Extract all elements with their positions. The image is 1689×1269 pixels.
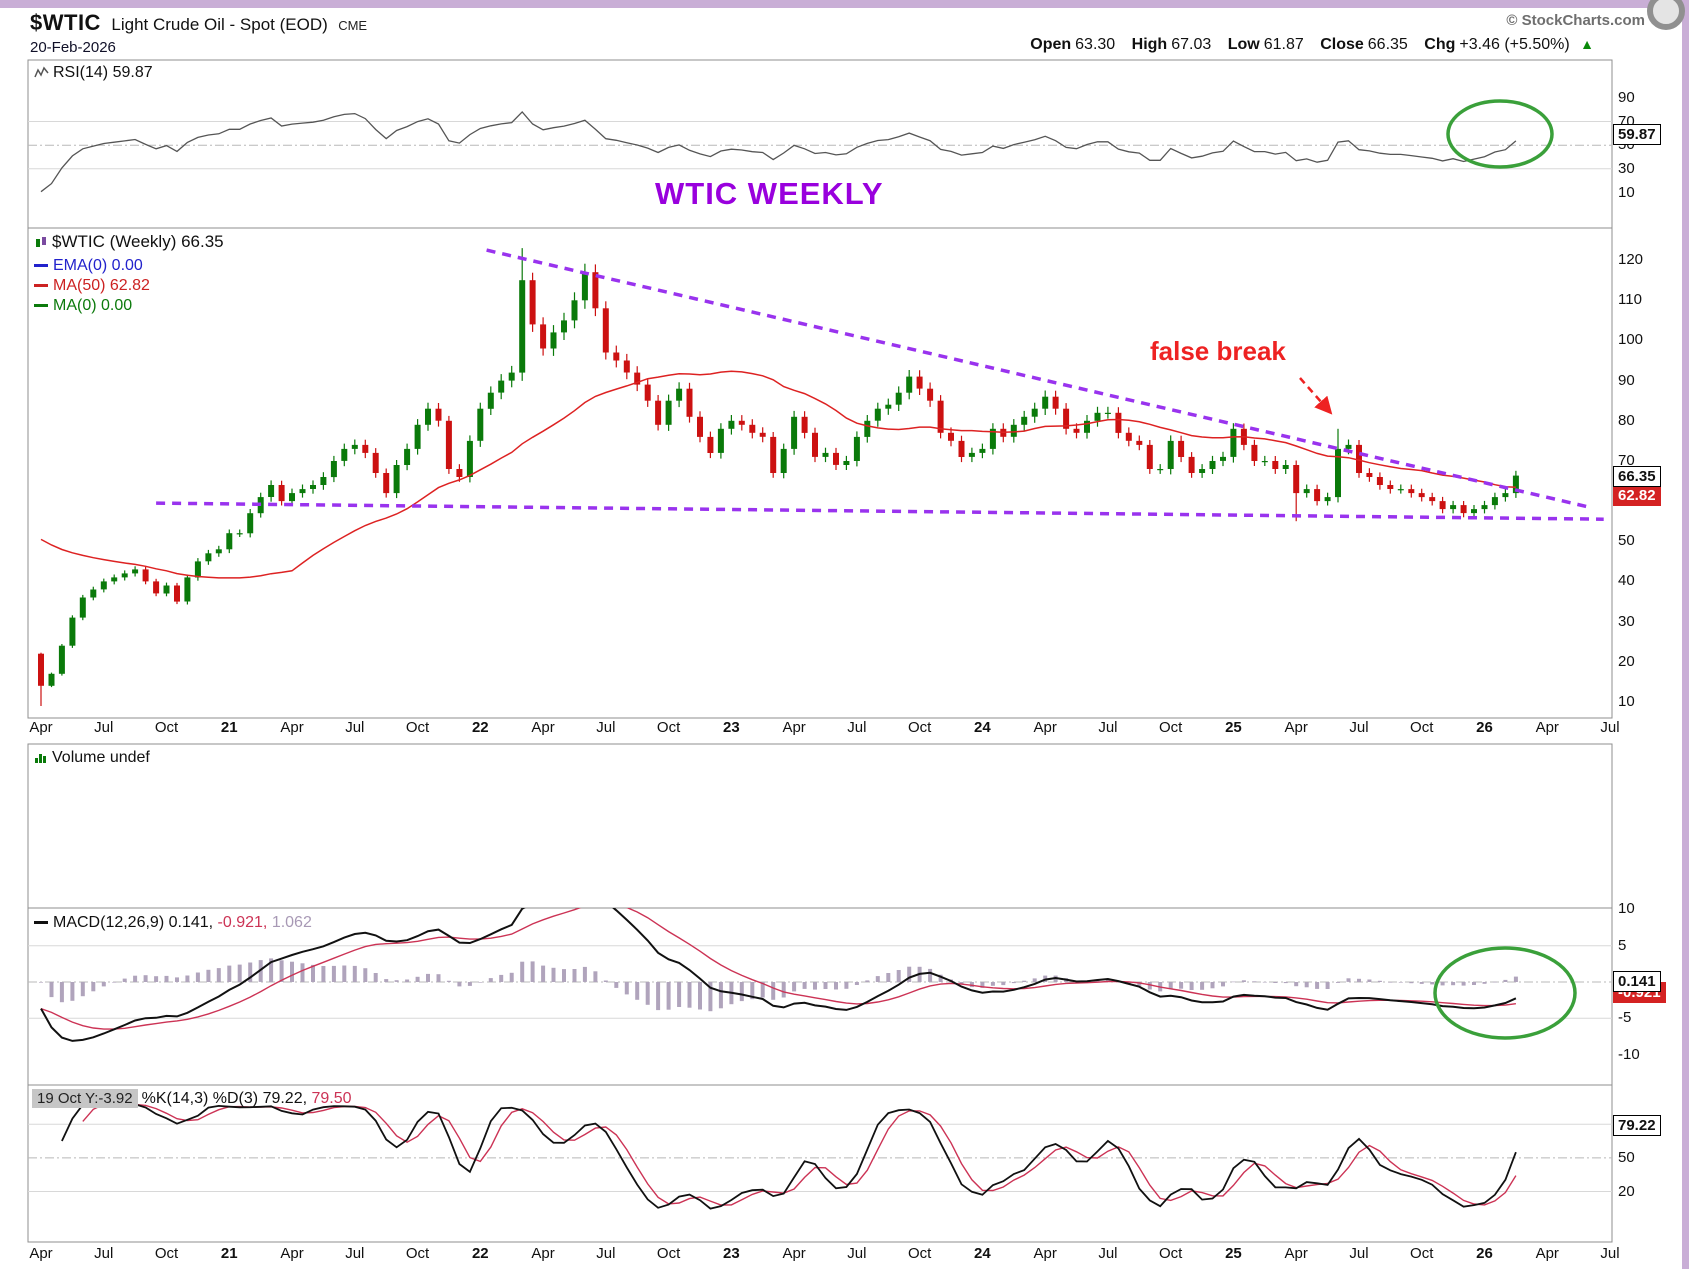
chg-label: Chg: [1424, 36, 1456, 53]
close-label: Close: [1320, 36, 1364, 53]
quote-summary: Open 63.30 High 67.03 Low 61.87 Close 66.35 …: [1018, 36, 1594, 54]
symbol: $WTIC: [30, 10, 101, 35]
stockcharts-credit: © StockCharts.com: [1506, 12, 1645, 29]
open-value: 63.30: [1075, 36, 1116, 53]
instrument-title: Light Crude Oil - Spot (EOD): [111, 15, 328, 34]
window-top-strip: [0, 0, 1689, 8]
up-triangle-icon: ▲: [1580, 36, 1594, 52]
chg-value: +3.46 (+5.50%): [1459, 36, 1570, 53]
exchange: CME: [338, 18, 368, 33]
close-value: 66.35: [1367, 36, 1408, 53]
chart-header: $WTIC Light Crude Oil - Spot (EOD) CME: [30, 10, 367, 36]
open-label: Open: [1030, 36, 1072, 53]
high-label: High: [1131, 36, 1168, 53]
high-value: 67.03: [1171, 36, 1212, 53]
window-right-strip: [1682, 0, 1689, 1269]
chart-date: 20-Feb-2026: [30, 39, 116, 56]
corner-badge-icon: [1647, 0, 1685, 30]
low-label: Low: [1227, 36, 1260, 53]
low-value: 61.87: [1263, 36, 1304, 53]
